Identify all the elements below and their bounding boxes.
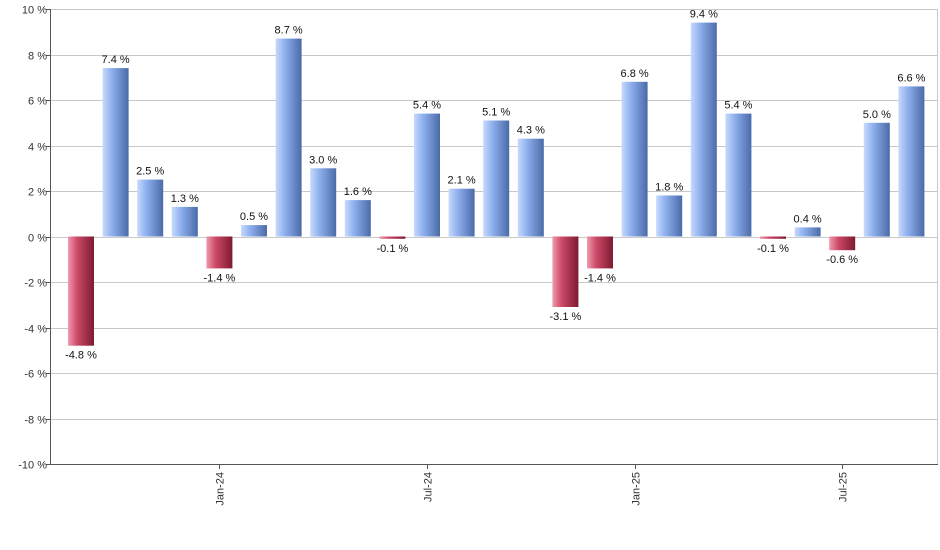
bar [829, 236, 856, 251]
data-label: 3.0 % [309, 154, 337, 166]
bar [379, 236, 406, 239]
y-tick-label: -10 % [18, 460, 47, 472]
bar [310, 168, 337, 237]
y-tick-label: 4 % [28, 142, 47, 154]
data-label: 6.8 % [621, 68, 649, 80]
data-label: -1.4 % [204, 272, 236, 284]
grid-lines [50, 9, 938, 465]
bar [171, 206, 198, 237]
bar [344, 200, 371, 237]
data-label: 2.5 % [136, 166, 164, 178]
bar [517, 138, 544, 237]
y-tick-label: -8 % [24, 415, 47, 427]
bar [275, 38, 302, 237]
data-label: 9.4 % [690, 9, 718, 21]
data-label: 1.8 % [655, 182, 683, 194]
data-label: 1.3 % [171, 193, 199, 205]
data-label: 4.3 % [517, 125, 545, 137]
data-label: 6.6 % [897, 72, 925, 84]
y-tick-label: 8 % [28, 51, 47, 63]
bar [68, 236, 94, 346]
data-label: -0.1 % [757, 243, 789, 255]
data-label: 5.1 % [482, 107, 510, 119]
bar [621, 81, 648, 237]
x-tick-label: Jan-24 [215, 472, 227, 506]
axes: 10 % 8 % 6 % 4 % 2 % 0 % -2 % -4 % -6 % -8 % -10 %… [18, 5, 938, 506]
y-tick-label: 6 % [28, 96, 47, 108]
data-label: -1.4 % [584, 272, 616, 284]
data-label: 7.4 % [102, 54, 130, 66]
x-tick-label: Jul-25 [838, 472, 850, 502]
bar [414, 113, 440, 237]
data-label: -4.8 % [65, 350, 97, 362]
bar [483, 120, 510, 237]
data-label: 5.4 % [413, 100, 441, 112]
bar [102, 68, 129, 237]
y-tick-label: 2 % [28, 187, 47, 199]
bar [656, 195, 683, 237]
y-tick-label: -2 % [24, 278, 47, 290]
bar [206, 236, 233, 269]
bar [760, 236, 786, 239]
bar [690, 22, 717, 237]
y-tick-label: -4 % [24, 324, 47, 336]
data-label: 1.6 % [344, 186, 372, 198]
data-label: 2.1 % [448, 175, 476, 187]
x-tick-label: Jul-24 [423, 472, 435, 502]
x-tick-label: Jan-25 [631, 472, 643, 506]
bars [68, 22, 925, 346]
data-label: -3.1 % [550, 311, 582, 323]
data-label: 0.4 % [794, 213, 822, 225]
data-labels: -4.8 % 7.4 % 2.5 % 1.3 % -1.4 % 0.5 % 8.7 % 3.0… [65, 9, 926, 362]
data-label: 5.4 % [724, 100, 752, 112]
bar [794, 227, 821, 237]
data-label: 5.0 % [863, 109, 891, 121]
data-label: -0.1 % [377, 243, 409, 255]
y-tick-label: 0 % [28, 233, 47, 245]
data-label: 8.7 % [275, 25, 303, 37]
bar [448, 188, 475, 237]
bar [137, 179, 164, 237]
bar [552, 236, 579, 307]
y-tick-label: -6 % [24, 369, 47, 381]
bar [241, 225, 267, 237]
bar [587, 236, 613, 269]
bar [898, 86, 925, 237]
data-label: -0.6 % [826, 254, 858, 266]
data-label: 0.5 % [240, 211, 268, 223]
bar [863, 122, 890, 237]
y-tick-label: 10 % [22, 5, 47, 17]
bar [725, 113, 752, 237]
